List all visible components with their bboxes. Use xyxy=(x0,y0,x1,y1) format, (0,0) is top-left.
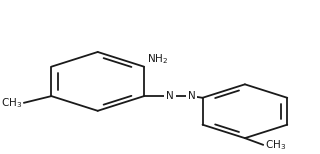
Text: CH$_3$: CH$_3$ xyxy=(265,138,286,152)
Text: NH$_2$: NH$_2$ xyxy=(147,52,168,66)
Text: CH$_3$: CH$_3$ xyxy=(1,96,22,110)
Text: N: N xyxy=(188,91,195,101)
Text: N: N xyxy=(166,91,174,101)
